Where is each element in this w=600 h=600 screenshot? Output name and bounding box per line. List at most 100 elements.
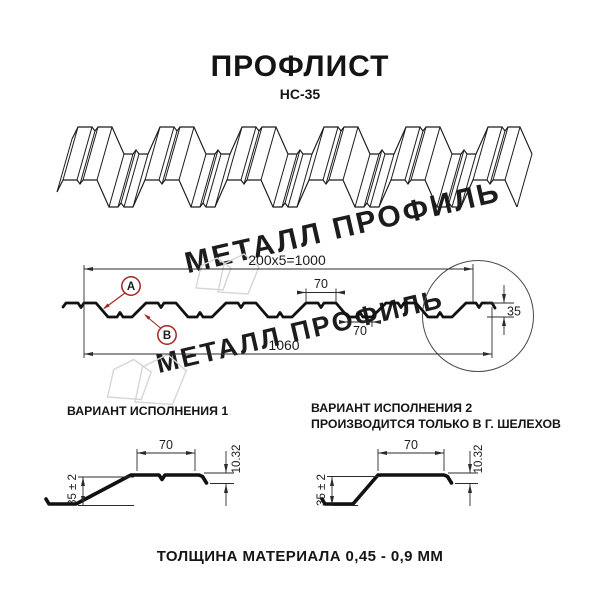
variant1-profile xyxy=(44,473,209,506)
drawing-line xyxy=(363,153,380,208)
profile-cross-section xyxy=(61,301,497,319)
dimension-arrow xyxy=(339,320,348,324)
drawing-line xyxy=(486,126,503,181)
variant2-drawing: 70 10.32 35 ± 2 xyxy=(316,438,485,506)
drawing-line xyxy=(161,130,178,185)
dim-rib-bottom-label: 70 xyxy=(353,324,367,338)
drawing-line xyxy=(308,126,325,181)
dimension-arrow xyxy=(84,267,93,271)
drawing-line xyxy=(214,153,231,208)
drawing-line xyxy=(410,126,427,181)
dimension-arrow xyxy=(137,451,146,455)
drawing-line xyxy=(322,126,339,181)
drawing-line xyxy=(369,153,386,208)
drawing-line xyxy=(445,153,462,208)
callout-a-circle xyxy=(121,276,141,296)
sheet-3d-view xyxy=(56,126,533,208)
drawing-line xyxy=(205,153,222,208)
detail-circle xyxy=(422,260,534,372)
dimension-arrow xyxy=(435,451,444,455)
drawing-line xyxy=(199,153,216,208)
drawing-line xyxy=(120,149,137,204)
drawing-line xyxy=(404,126,421,181)
variant1-height-label: 35 ± 2 xyxy=(67,474,79,506)
dimension-arrow xyxy=(464,267,473,271)
dimension-arrow xyxy=(330,477,334,486)
drawing-line xyxy=(178,126,195,181)
dimension-arrow xyxy=(81,477,85,486)
dimension-arrow xyxy=(103,303,110,309)
drawing-line xyxy=(424,126,441,181)
variant1-width-label: 70 xyxy=(159,438,173,452)
drawing-line xyxy=(378,153,395,208)
drawing-line xyxy=(226,126,243,181)
drawing-line xyxy=(260,126,277,181)
variant2-heading-line2: ПРОИЗВОДИТСЯ ТОЛЬКО В Г. ШЕЛЕХОВ xyxy=(311,416,561,431)
drawing-line xyxy=(243,130,260,185)
drawing-line xyxy=(240,126,257,181)
watermark-text: МЕТАЛЛ ПРОФИЛЬ xyxy=(153,284,447,379)
dimension-arrow xyxy=(81,496,85,505)
watermark-text: МЕТАЛЛ ПРОФИЛЬ xyxy=(182,175,504,280)
drawing-line xyxy=(117,153,134,208)
drawing-line xyxy=(366,149,383,204)
dimension-arrow xyxy=(483,352,492,356)
drawing-line xyxy=(108,153,125,208)
dimension-arrow xyxy=(186,451,195,455)
drawing-line xyxy=(164,126,181,181)
dimension-arrow xyxy=(502,294,506,303)
drawing-line xyxy=(390,126,407,181)
drawing-line xyxy=(202,149,219,204)
material-thickness-note: ТОЛЩИНА МАТЕРИАЛА 0,45 - 0,9 ММ xyxy=(156,548,444,565)
drawing-line xyxy=(284,149,301,204)
callout-b-label: B xyxy=(163,330,171,342)
dimension-arrow xyxy=(468,464,472,473)
drawing-line xyxy=(132,153,149,208)
drawing-line xyxy=(79,130,96,185)
drawing-line xyxy=(246,126,263,181)
drawing-line xyxy=(123,153,140,208)
variant2-heading-line1: ВАРИАНТ ИСПОЛНЕНИЯ 2 xyxy=(311,401,473,415)
variant1-lap-label: 10.32 xyxy=(231,445,243,474)
drawing-line xyxy=(472,126,489,181)
dimension-arrow xyxy=(372,320,381,324)
product-model: НС-35 xyxy=(279,86,321,102)
drawing-line xyxy=(342,126,359,181)
variant1-heading: ВАРИАНТ ИСПОЛНЕНИЯ 1 xyxy=(67,404,229,418)
drawing-line xyxy=(451,153,468,208)
drawing-line xyxy=(504,126,521,181)
drawing-line xyxy=(281,153,298,208)
drawing-line xyxy=(448,149,465,204)
variant2-profile xyxy=(320,473,454,506)
dimension-arrow xyxy=(84,352,93,356)
watermark-logo xyxy=(134,353,188,406)
dim-overall-width-label: 1060 xyxy=(268,337,299,353)
drawing-line xyxy=(62,126,79,181)
dim-rib-top-label: 70 xyxy=(314,277,328,291)
callout-b-circle xyxy=(157,325,177,345)
drawing-line xyxy=(287,153,304,208)
drawing-line xyxy=(328,126,345,181)
drawing-line xyxy=(460,153,477,208)
drawing-line xyxy=(144,126,161,181)
dimension-arrow xyxy=(224,484,228,493)
drawing-line xyxy=(76,126,93,181)
drawing-line xyxy=(190,153,207,208)
dimension-arrow xyxy=(224,464,228,473)
variant2-lap-label: 10.32 xyxy=(473,445,485,474)
variant1-drawing: 70 10.32 35 ± 2 xyxy=(44,438,243,506)
page-title: ПРОФЛИСТ xyxy=(210,50,390,83)
dimension-arrow xyxy=(330,496,334,505)
drawing-line xyxy=(325,130,342,185)
dimension-arrow xyxy=(378,451,387,455)
drawing-line xyxy=(96,126,113,181)
variant2-width-label: 70 xyxy=(404,438,418,452)
drawing-line xyxy=(272,153,289,208)
drawing-line xyxy=(82,126,99,181)
drawing-line xyxy=(436,153,453,208)
sheet-3d-far-edge xyxy=(71,126,533,155)
dimension-arrow xyxy=(502,317,506,326)
drawing-line xyxy=(407,130,424,185)
